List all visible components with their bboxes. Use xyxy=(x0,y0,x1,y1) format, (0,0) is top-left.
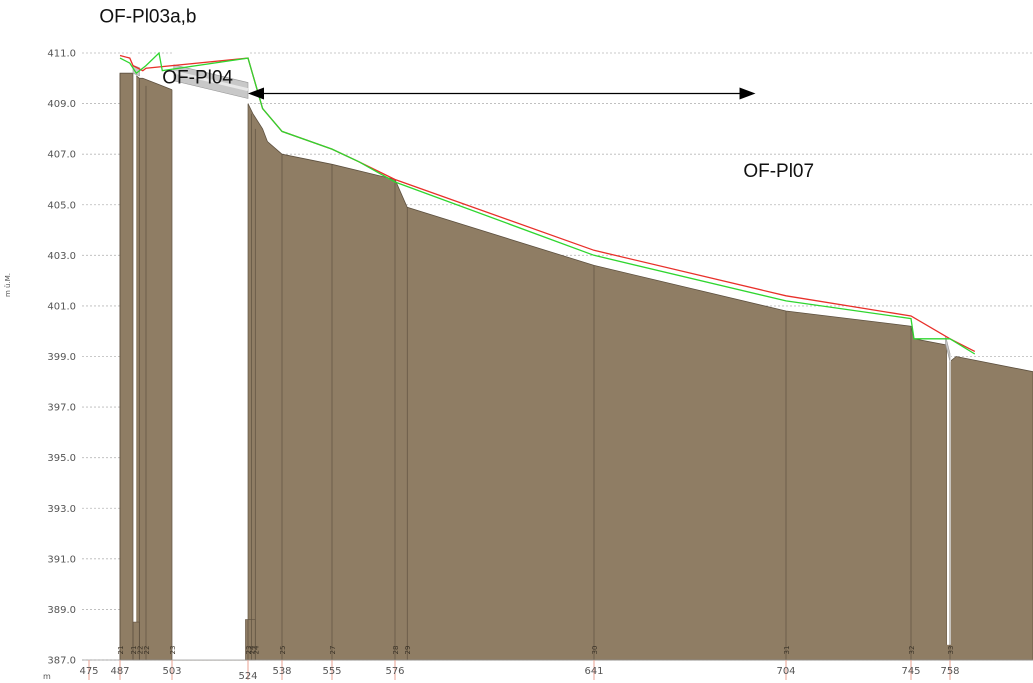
node-label: 28 xyxy=(392,646,400,655)
x-tick-label: 475 xyxy=(79,666,98,677)
terrain-area xyxy=(119,72,1033,661)
y-tick-label: 387.0 xyxy=(47,656,76,667)
node-label: 32 xyxy=(908,646,916,655)
node-label: 29 xyxy=(404,646,412,655)
x-axis-unit: m xyxy=(43,672,51,681)
x-tick-label: 555 xyxy=(322,666,341,677)
node-label: 31 xyxy=(783,646,791,655)
node-label: 23 xyxy=(245,646,253,655)
y-tick-label: 395.0 xyxy=(47,453,76,464)
green-line xyxy=(119,51,976,355)
y-tick-label: 409.0 xyxy=(47,99,76,110)
y-tick-label: 405.0 xyxy=(47,200,76,211)
x-tick-label: 538 xyxy=(272,666,291,677)
y-tick-label: 403.0 xyxy=(47,251,76,262)
y-tick-label: 391.0 xyxy=(47,554,76,565)
x-tick-label: 524 xyxy=(238,671,257,682)
pipe-highlight xyxy=(173,70,249,92)
y-tick-label: 397.0 xyxy=(47,403,76,414)
x-tick-label: 576 xyxy=(385,666,404,677)
y-tick-label: 407.0 xyxy=(47,150,76,161)
x-tick-label: 745 xyxy=(901,666,920,677)
x-tick-label: 487 xyxy=(110,666,129,677)
annotation-label: OF-Pl03a,b xyxy=(99,7,196,28)
node-label: 33 xyxy=(947,646,955,655)
annotation-label: OF-Pl04 xyxy=(162,67,233,88)
y-axis-unit: m ü.M. xyxy=(4,273,12,297)
axes-layer: m ü.M. m 411.0 409.0 407.0 405.0 403.0 401.0 3… xyxy=(4,49,1033,682)
node-label: 21 xyxy=(117,646,125,655)
terrain-gap xyxy=(172,47,248,660)
x-tick-label: 704 xyxy=(776,666,795,677)
node-label: 21 xyxy=(130,646,138,655)
y-tick-label: 393.0 xyxy=(47,504,76,515)
terrain-layer xyxy=(119,47,1033,661)
node-label: 22 xyxy=(143,646,151,655)
x-tick-label: 758 xyxy=(940,666,959,677)
y-tick-label: 389.0 xyxy=(47,605,76,616)
terrain-gap xyxy=(947,346,951,645)
pipe xyxy=(945,335,951,362)
arrow-head-left xyxy=(248,87,264,100)
terrain-gap xyxy=(133,47,137,645)
node-label: 25 xyxy=(279,646,287,655)
y-tick-label: 411.0 xyxy=(47,49,76,60)
node-label: 22 xyxy=(137,646,145,655)
node-label: 27 xyxy=(329,646,337,655)
y-tick-label: 401.0 xyxy=(47,301,76,312)
node-label: 24 xyxy=(249,645,257,654)
node-label: 23 xyxy=(169,646,177,655)
annotations-layer: OF-Pl03a,b OF-Pl04 OF-Pl07 xyxy=(99,7,814,182)
lines-layer xyxy=(119,51,976,355)
x-tick-label: 641 xyxy=(584,666,603,677)
arrow-head-right xyxy=(739,87,756,100)
x-tick-label: 503 xyxy=(162,666,181,677)
y-tick-label: 399.0 xyxy=(47,352,76,363)
annotation-label: OF-Pl07 xyxy=(743,161,814,182)
node-label: 24 xyxy=(252,645,260,654)
node-label: 30 xyxy=(591,646,599,655)
